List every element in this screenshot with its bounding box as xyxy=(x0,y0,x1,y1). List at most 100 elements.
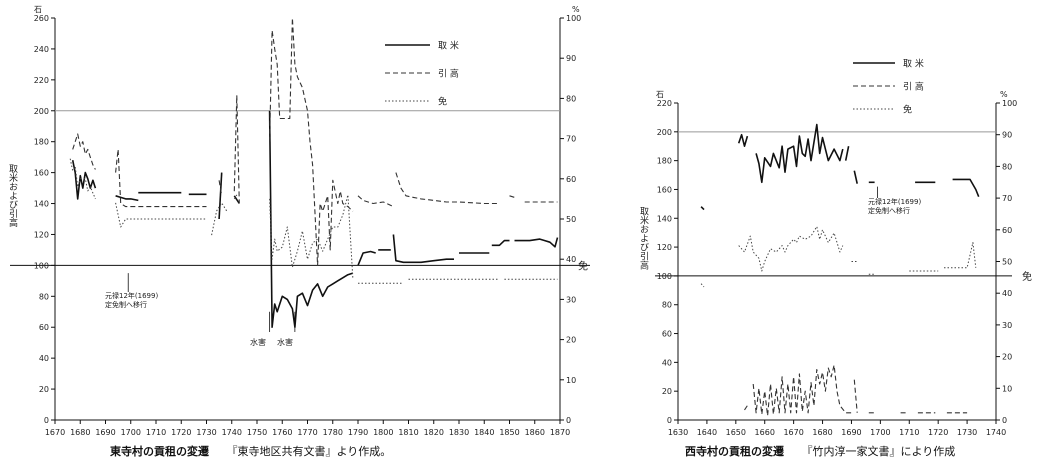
series-men xyxy=(69,158,558,284)
series-line-segment xyxy=(514,237,559,248)
legend-label: 免 xyxy=(438,96,447,108)
y-tick-label-left: 220 xyxy=(34,76,49,85)
series-line-segment xyxy=(357,195,394,208)
y-tick-label-right: 30 xyxy=(566,295,576,304)
x-tick-label: 1680 xyxy=(70,428,90,437)
x-tick-label: 1830 xyxy=(449,428,469,437)
series-line-segment xyxy=(853,379,858,413)
y-tick-label-right: 90 xyxy=(1002,131,1012,140)
series-line-segment xyxy=(752,364,852,417)
y-tick-label-right: 80 xyxy=(1002,162,1012,171)
series-line-segment xyxy=(115,148,207,208)
y-tick-label-right: 0 xyxy=(1002,416,1007,425)
chart2-caption: 西寺村の貢租の変遷 『竹内淳一家文書』により作成 xyxy=(685,443,955,459)
x-tick-label: 1700 xyxy=(870,428,890,437)
y-tick-label-right: 40 xyxy=(566,255,576,264)
series-line-segment xyxy=(755,123,844,184)
y-tick-label-left: 140 xyxy=(34,200,49,209)
series-line-segment xyxy=(115,202,207,228)
x-tick-label: 1730 xyxy=(196,428,216,437)
y-tick-label-right: 10 xyxy=(566,376,576,385)
y-tick-label-left: 0 xyxy=(667,416,672,425)
series-line-segment xyxy=(395,172,500,205)
series-line-segment xyxy=(115,195,139,202)
x-tick-label: 1750 xyxy=(247,428,267,437)
series-line-segment xyxy=(392,234,454,264)
flood-annotation: 水害 xyxy=(277,337,293,347)
series-line-segment xyxy=(491,239,510,247)
x-tick-label: 1850 xyxy=(499,428,519,437)
y-tick-label-left: 40 xyxy=(39,354,49,363)
series-line-segment xyxy=(69,158,96,200)
series-line-segment xyxy=(357,250,376,266)
x-tick-label: 1670 xyxy=(45,428,65,437)
x-tick-label: 1720 xyxy=(171,428,191,437)
right-axis-unit: % xyxy=(1000,90,1008,99)
y-tick-label-left: 80 xyxy=(662,301,672,310)
x-tick-label: 1770 xyxy=(297,428,317,437)
y-tick-label-right: 100 xyxy=(1002,99,1017,108)
series-line-segment xyxy=(844,146,850,161)
series-line-segment xyxy=(744,405,748,411)
x-tick-label: 1860 xyxy=(525,428,545,437)
x-tick-label: 1740 xyxy=(986,428,1006,437)
x-tick-label: 1760 xyxy=(272,428,292,437)
series-torimai xyxy=(700,123,980,211)
series-line-segment xyxy=(71,160,97,200)
nishidera-chart: 1630 1640 1650 1660 1670 1680 1690 1700 1710 1720… xyxy=(638,58,1032,438)
y-tick-label-right: 70 xyxy=(1002,194,1012,203)
series-line-segment xyxy=(211,202,228,236)
x-tick-label: 1740 xyxy=(222,428,242,437)
x-tick-label: 1630 xyxy=(668,428,688,437)
x-tick-label: 1640 xyxy=(697,428,717,437)
x-tick-label: 1810 xyxy=(398,428,418,437)
reform-annotation: 元禄12年(1699) xyxy=(868,197,921,206)
chart1-caption-source: 『東寺地区共有文書』より作成。 xyxy=(226,445,392,458)
series-line-segment xyxy=(218,180,223,196)
series-line-segment xyxy=(268,110,354,328)
x-tick-label: 1820 xyxy=(424,428,444,437)
series-hikidaka xyxy=(744,364,968,417)
y-tick-label-left: 60 xyxy=(662,330,672,339)
series-line-segment xyxy=(737,133,749,147)
series-line-segment xyxy=(233,194,238,200)
left-axis-label: 取米および引高 xyxy=(638,206,649,270)
series-line-segment xyxy=(700,206,705,211)
y-tick-label-left: 160 xyxy=(34,169,49,178)
y-tick-label-left: 160 xyxy=(657,185,672,194)
y-tick-label-right: 90 xyxy=(566,54,576,63)
x-tick-label: 1670 xyxy=(783,428,803,437)
reform-annotation: 定免制へ移行 xyxy=(868,206,910,215)
series-hikidaka xyxy=(72,17,558,266)
left-axis-label: 取米および引高 xyxy=(7,164,18,228)
y-tick-label-right: 60 xyxy=(1002,226,1012,235)
x-tick-label: 1790 xyxy=(348,428,368,437)
y-tick-label-right: 20 xyxy=(1002,353,1012,362)
flood-annotation: 水害 xyxy=(250,337,266,347)
series-men xyxy=(700,226,977,288)
x-tick-label: 1700 xyxy=(121,428,141,437)
series-line-segment xyxy=(952,178,980,197)
y-tick-label-left: 60 xyxy=(39,323,49,332)
y-tick-label-right: 80 xyxy=(566,94,576,103)
series-line-segment xyxy=(233,94,240,204)
series-line-segment xyxy=(218,172,223,220)
y-tick-label-right: 10 xyxy=(1002,384,1012,393)
left-axis-unit: 石 xyxy=(34,5,42,14)
y-tick-label-left: 20 xyxy=(662,387,672,396)
y-tick-label-right: 100 xyxy=(566,14,581,23)
right-axis-label: 免 xyxy=(578,259,588,272)
y-tick-label-left: 180 xyxy=(657,157,672,166)
chart2-caption-title: 西寺村の貢租の変遷 xyxy=(685,445,784,458)
y-tick-label-left: 220 xyxy=(657,99,672,108)
x-tick-label: 1730 xyxy=(957,428,977,437)
y-tick-label-right: 30 xyxy=(1002,321,1012,330)
y-tick-label-left: 200 xyxy=(657,128,672,137)
x-tick-label: 1660 xyxy=(755,428,775,437)
y-tick-label-left: 120 xyxy=(657,243,672,252)
series-line-segment xyxy=(72,133,96,170)
series-line-segment xyxy=(233,195,240,204)
y-tick-label-left: 140 xyxy=(657,214,672,223)
x-tick-label: 1710 xyxy=(146,428,166,437)
